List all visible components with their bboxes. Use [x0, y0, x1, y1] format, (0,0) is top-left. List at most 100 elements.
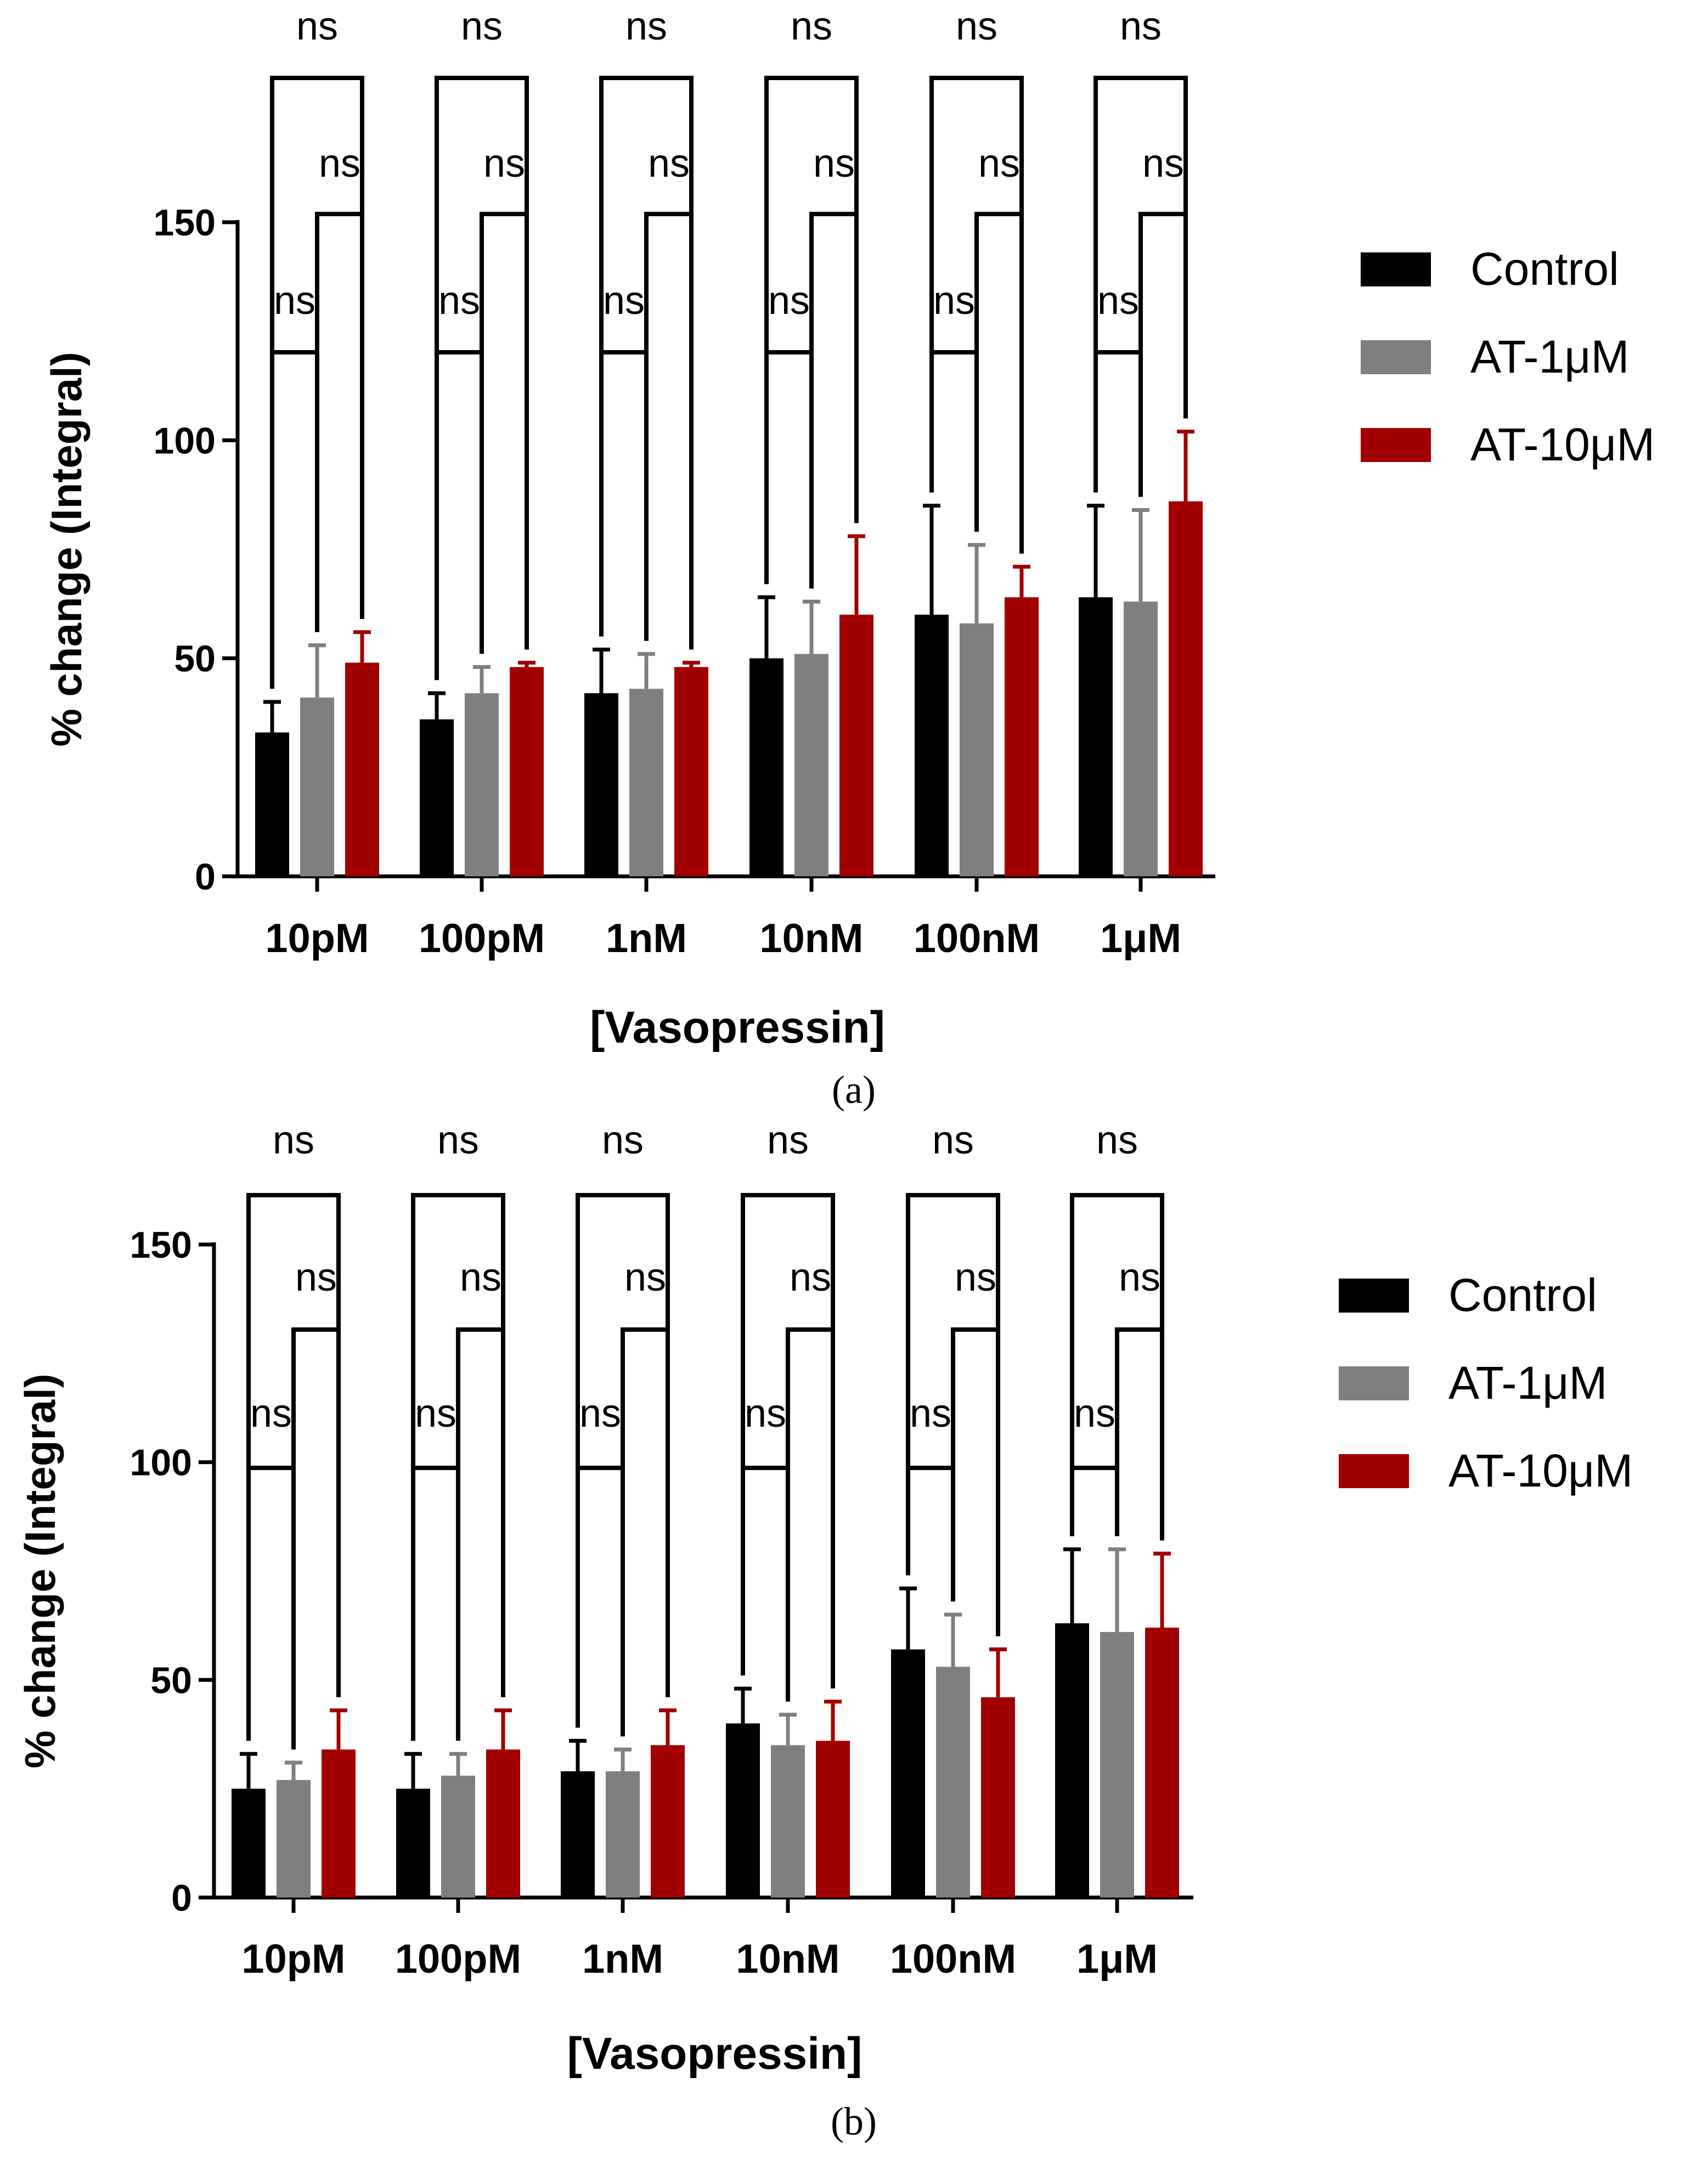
- y-tick-label: 50: [150, 1659, 192, 1701]
- y-tick-label: 100: [154, 420, 216, 461]
- significance-bracket: [599, 350, 649, 641]
- bar: [1005, 597, 1039, 876]
- bar: [726, 1723, 760, 1898]
- bar: [465, 693, 499, 876]
- significance-bracket: [644, 212, 694, 650]
- legend-swatch: [1339, 1454, 1409, 1488]
- legend-label: Control: [1448, 1269, 1597, 1321]
- significance-label: ns: [1120, 4, 1162, 48]
- significance-label: ns: [437, 1118, 479, 1162]
- significance-label: ns: [296, 4, 338, 48]
- bar: [277, 1780, 311, 1898]
- significance-bracket: [270, 350, 319, 689]
- y-tick-label: 50: [174, 638, 216, 680]
- x-tick-label: 1μM: [1076, 1936, 1158, 1981]
- bar: [1100, 1632, 1134, 1898]
- significance-bracket: [480, 212, 529, 654]
- significance-bracket: [1093, 350, 1143, 497]
- significance-label: ns: [579, 1392, 621, 1435]
- bar: [441, 1775, 475, 1898]
- significance-bracket: [315, 212, 364, 632]
- bar: [420, 719, 454, 876]
- significance-bracket: [929, 350, 979, 532]
- x-tick-label: 10pM: [265, 915, 369, 961]
- significance-label: ns: [932, 1118, 974, 1162]
- significance-label: ns: [978, 142, 1020, 185]
- legend-label: AT-10μM: [1470, 419, 1655, 470]
- significance-label: ns: [933, 279, 975, 323]
- significance-bracket: [621, 1327, 670, 1737]
- bar: [606, 1771, 640, 1898]
- significance-label: ns: [1119, 1256, 1160, 1299]
- significance-label: ns: [319, 142, 360, 185]
- significance-bracket: [906, 1466, 955, 1602]
- legend-swatch: [1361, 340, 1431, 374]
- bar: [300, 697, 334, 876]
- significance-bracket: [764, 350, 814, 589]
- significance-label: ns: [438, 279, 480, 323]
- x-tick-label: 100pM: [395, 1936, 521, 1981]
- x-tick-label: 100nM: [890, 1936, 1016, 1981]
- significance-label: ns: [768, 279, 810, 323]
- significance-label: ns: [483, 142, 525, 185]
- bar: [981, 1697, 1015, 1898]
- legend: Control AT-1μM AT-10μM: [1339, 1269, 1633, 1496]
- significance-label: ns: [1074, 1392, 1115, 1435]
- significance-label: ns: [295, 1256, 337, 1299]
- significance-label: ns: [791, 4, 832, 48]
- legend-label: AT-1μM: [1470, 331, 1630, 382]
- significance-bracket: [741, 1466, 790, 1702]
- bar: [794, 654, 828, 876]
- bar: [345, 662, 379, 876]
- x-tick-label: 1μM: [1100, 915, 1181, 961]
- bar: [816, 1741, 850, 1898]
- significance-bracket: [974, 212, 1024, 554]
- legend-swatch: [1339, 1366, 1409, 1400]
- bar: [1079, 597, 1113, 876]
- legend-swatch: [1339, 1279, 1409, 1313]
- bar: [915, 615, 949, 876]
- significance-label: ns: [648, 142, 690, 185]
- bar: [936, 1667, 970, 1898]
- bar: [561, 1771, 595, 1898]
- bar: [960, 623, 994, 876]
- bar: [1169, 501, 1203, 876]
- x-tick-label: 10nM: [736, 1936, 839, 1981]
- bar: [674, 667, 708, 876]
- x-tick-label: 100pM: [419, 915, 545, 961]
- significance-label: ns: [1096, 1118, 1138, 1162]
- significance-label: ns: [745, 1392, 786, 1435]
- y-tick-label: 0: [171, 1877, 192, 1919]
- significance-label: ns: [1142, 142, 1184, 185]
- significance-bracket: [951, 1327, 1000, 1636]
- bar: [651, 1745, 685, 1898]
- bar: [322, 1749, 356, 1898]
- significance-label: ns: [273, 1118, 314, 1162]
- significance-bracket: [786, 1327, 835, 1702]
- significance-bracket: [291, 1327, 341, 1750]
- bar: [232, 1788, 266, 1898]
- significance-label: ns: [625, 4, 667, 48]
- significance-label: ns: [624, 1256, 666, 1299]
- bar: [771, 1745, 805, 1898]
- bar: [255, 732, 289, 876]
- bar: [749, 658, 783, 876]
- x-tick-label: 10nM: [759, 915, 863, 961]
- significance-bracket: [435, 350, 484, 680]
- bar: [486, 1749, 520, 1898]
- legend-label: AT-10μM: [1448, 1445, 1633, 1496]
- y-tick-label: 150: [130, 1224, 192, 1266]
- legend-label: Control: [1470, 243, 1619, 295]
- significance-label: ns: [603, 279, 645, 323]
- significance-label: ns: [1097, 279, 1139, 323]
- significance-bracket: [1070, 1466, 1119, 1536]
- bar: [396, 1788, 430, 1898]
- bar: [629, 689, 663, 876]
- significance-label: ns: [767, 1118, 809, 1162]
- significance-bracket: [1138, 212, 1188, 497]
- bar: [1055, 1623, 1089, 1898]
- significance-label: ns: [910, 1392, 951, 1435]
- legend-swatch: [1361, 252, 1431, 286]
- chart-panel-a: 0 50 100 150 % change (Integral) 10pM ns ns ns 10…: [42, 4, 1655, 1112]
